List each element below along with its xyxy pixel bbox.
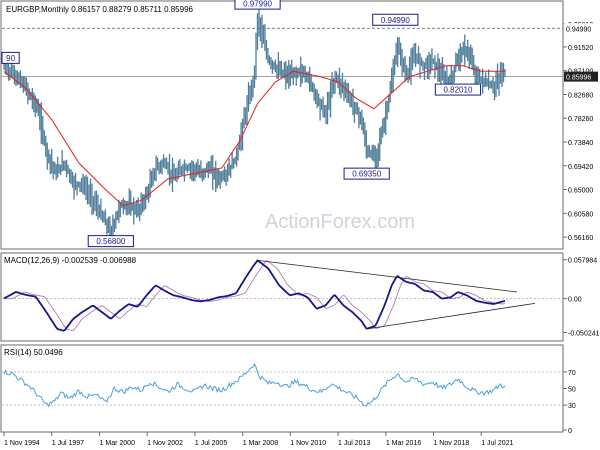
rsi-panel[interactable] [0,344,564,433]
price-annotation: 0.94990 [372,13,419,26]
annotation-label: 90 [6,54,15,63]
annotation-box [87,235,134,248]
x-tick-label: 1 Nov 1994 [4,440,40,447]
macd-signal-line [4,259,506,332]
x-tick-label: 1 Jul 2013 [338,440,370,447]
annotation-label: 0.94990 [381,16,410,25]
moving-average-line [3,65,505,207]
macd-trendline [366,302,535,330]
price-annotation: 0.82010 [434,83,482,96]
macd-trendline [257,259,518,293]
annotation-box [1,51,20,64]
price-series: 0.97990 0.94990 0.82010 0.69350 0.56800 90 [1,0,563,248]
macd-y-tick-label: 0.057984 [568,258,597,265]
x-tick-label: 1 Nov 2002 [147,440,183,447]
annotation-label: 0.69350 [352,170,381,179]
rsi-y-tick-label: 70 [568,370,576,377]
annotation-box [372,13,419,26]
rsi-line [3,362,506,408]
x-tick-label: 1 Mar 2000 [100,440,136,447]
price-title: EURGBP,Monthly 0.86157 0.88279 0.85711 0… [6,5,194,14]
watermark: ActionForex.com [265,211,415,233]
hline-price-tag-bg [564,23,598,34]
macd-series [2,259,563,332]
macd-y-tick-label: -0.050241 [568,330,600,337]
annotation-box [343,167,390,180]
price-y-tick-label: 0.73840 [568,140,593,147]
price-annotation: 0.56800 [87,235,134,248]
price-annotation: 90 [1,51,20,64]
rsi-y-tick-label: 0 [568,428,572,435]
price-y-tick-label: 0.69420 [568,164,593,171]
macd-y-tick-label: 0.00 [568,297,582,304]
x-tick-label: 1 Nov 2018 [433,440,469,447]
price-y-tick-label: 0.60580 [568,211,593,218]
price-y-tick-label: 0.65000 [568,188,593,195]
x-tick-label: 1 Mar 2008 [243,440,279,447]
x-tick-label: 1 Mar 2016 [386,440,422,447]
rsi-series [2,362,563,408]
price-y-tick-label: 0.78260 [568,116,593,123]
annotation-label: 0.56800 [96,237,125,246]
last-price-tag: 0.85996 [566,75,591,82]
annotation-box [434,83,482,96]
x-tick-label: 1 Jul 2021 [481,440,513,447]
price-y-tick-label: 0.91520 [568,45,593,52]
annotation-box [234,0,281,10]
macd-title: MACD(12,26,9) -0.002539 -0.006988 [4,256,137,265]
price-annotation: 0.69350 [343,167,390,180]
last-price-tag-bg [564,71,598,82]
axes: 0.958100.915200.871000.826800.782600.738… [3,22,600,447]
rsi-title: RSI(14) 50.0496 [4,348,63,357]
hline-price-tag: 0.94990 [566,26,591,33]
annotation-label: 0.82010 [443,86,472,95]
x-tick-label: 1 Jul 2005 [195,440,227,447]
macd-line [3,259,506,332]
x-tick-label: 1 Jul 1997 [52,440,84,447]
x-tick-label: 1 Nov 2010 [290,440,326,447]
price-y-tick-label: 0.82680 [568,92,593,99]
price-annotation: 0.97990 [234,0,281,10]
rsi-y-tick-label: 30 [568,403,576,410]
annotation-label: 0.97990 [243,0,272,9]
rsi-y-tick-label: 50 [568,387,576,394]
price-y-tick-label: 0.56160 [568,235,593,242]
